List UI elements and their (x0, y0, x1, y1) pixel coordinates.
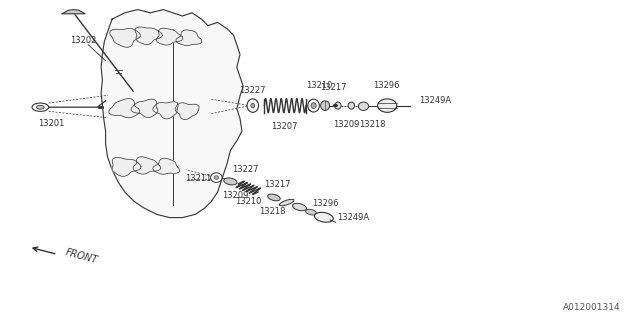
Polygon shape (135, 27, 163, 44)
Text: 13217: 13217 (320, 83, 346, 92)
Ellipse shape (214, 176, 219, 180)
Polygon shape (109, 99, 140, 118)
Ellipse shape (314, 212, 333, 222)
Text: 13211: 13211 (185, 174, 211, 183)
Ellipse shape (268, 194, 280, 201)
Polygon shape (131, 99, 158, 117)
Polygon shape (112, 157, 141, 176)
Circle shape (36, 105, 44, 109)
Text: 13209: 13209 (333, 120, 359, 129)
Text: 13218: 13218 (259, 207, 285, 216)
Ellipse shape (224, 178, 237, 185)
Text: 13296: 13296 (373, 81, 399, 90)
Ellipse shape (292, 203, 307, 211)
Polygon shape (109, 28, 140, 47)
Ellipse shape (280, 199, 294, 206)
Text: 13209: 13209 (222, 191, 248, 200)
Text: A012001314: A012001314 (563, 303, 621, 312)
Text: 13249A: 13249A (419, 96, 451, 105)
Polygon shape (133, 157, 161, 174)
Polygon shape (62, 10, 85, 14)
Polygon shape (153, 158, 180, 174)
Text: 13201: 13201 (38, 119, 65, 128)
Text: 13227: 13227 (239, 86, 266, 95)
Ellipse shape (247, 99, 259, 112)
Ellipse shape (311, 103, 316, 108)
Ellipse shape (308, 99, 319, 112)
Polygon shape (156, 28, 183, 45)
Ellipse shape (306, 209, 316, 215)
Circle shape (333, 105, 337, 107)
Text: 13296: 13296 (312, 199, 339, 208)
Polygon shape (175, 103, 199, 120)
Text: FRONT: FRONT (64, 247, 99, 265)
Ellipse shape (321, 101, 330, 110)
Ellipse shape (348, 102, 355, 109)
Polygon shape (101, 10, 243, 218)
Ellipse shape (378, 99, 397, 112)
Ellipse shape (335, 102, 341, 109)
Text: 13210: 13210 (235, 197, 261, 206)
Ellipse shape (251, 103, 255, 108)
Polygon shape (153, 102, 178, 119)
Text: 13207: 13207 (271, 122, 298, 131)
Text: 13202: 13202 (70, 36, 97, 44)
Ellipse shape (358, 102, 369, 110)
Text: 13210: 13210 (307, 81, 333, 90)
Polygon shape (176, 30, 202, 46)
Text: 13218: 13218 (359, 120, 385, 129)
Ellipse shape (211, 173, 222, 182)
Text: 13227: 13227 (232, 165, 259, 174)
Text: 13217: 13217 (264, 180, 291, 189)
Text: 13249A: 13249A (337, 213, 369, 222)
Circle shape (32, 103, 49, 111)
